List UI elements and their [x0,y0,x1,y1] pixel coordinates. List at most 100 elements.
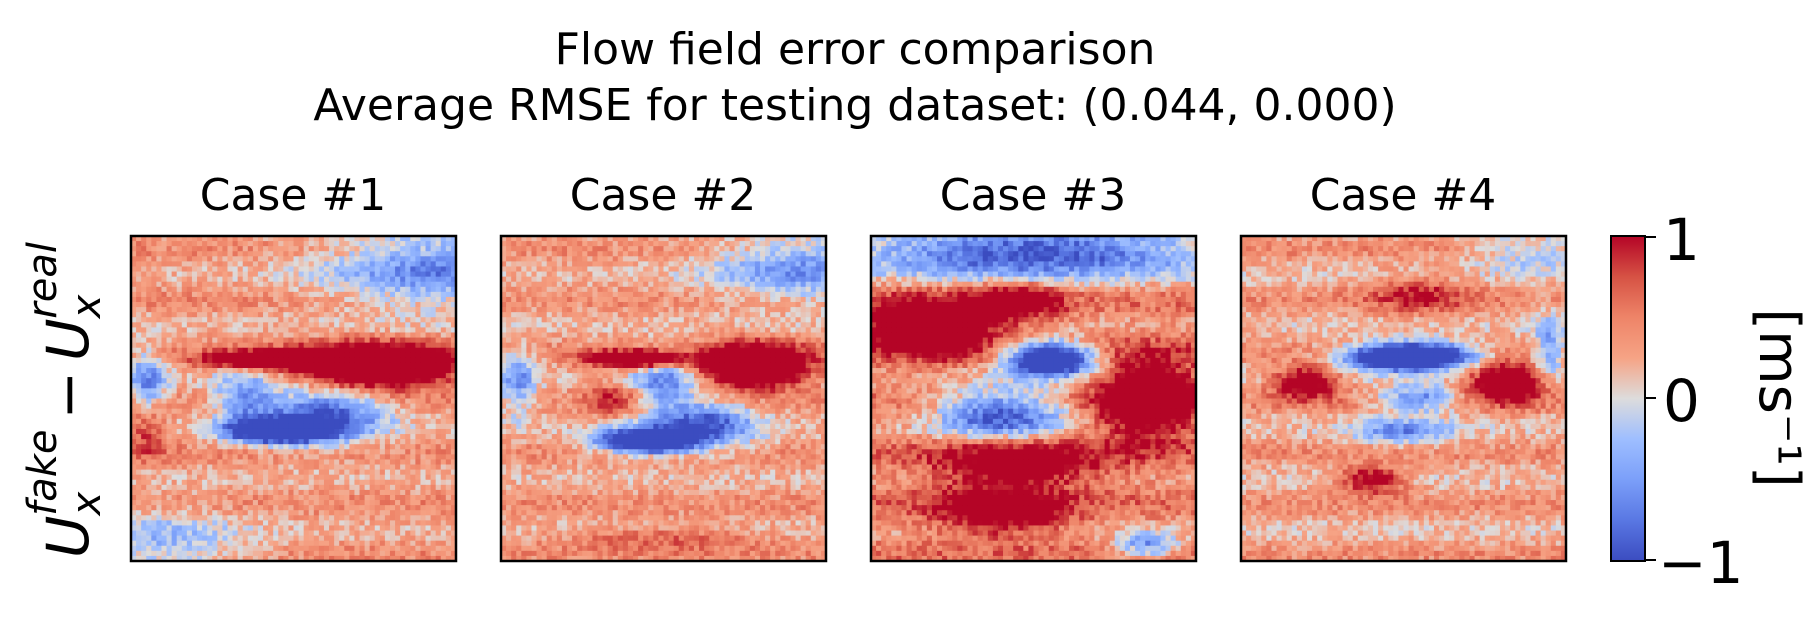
heatmap-cell [405,418,411,425]
heatmap-cell [648,251,654,257]
heatmap-cell [181,281,188,288]
heatmap-cell [252,474,259,481]
heatmap-cell [222,408,228,415]
heatmap-cell [339,236,345,242]
heatmap-cell [293,307,299,313]
heatmap-cell [688,281,695,288]
heatmap-cell [252,418,259,425]
heatmap-cell [440,307,447,313]
heatmap-cell [323,342,330,349]
heatmap-cell [166,281,173,288]
heatmap-cell [278,393,284,399]
heatmap-cell [131,540,137,547]
heatmap-cell [176,444,183,450]
heatmap-cell [374,256,381,262]
heatmap-cell [156,246,162,252]
heatmap-cell [795,256,802,262]
heatmap-cell [759,302,766,308]
heatmap-cell [359,362,365,369]
heatmap-cell [765,241,771,247]
heatmap-cell [186,256,193,262]
heatmap-cell [450,271,457,278]
heatmap-cell [273,362,279,369]
heatmap-cell [313,327,320,333]
heatmap-cell [298,296,305,303]
heatmap-cell [379,246,386,252]
heatmap-cell [288,500,294,506]
heatmap-cell [795,276,802,283]
heatmap-cell [349,535,355,542]
heatmap-cell [313,444,320,450]
heatmap-cell [257,408,264,415]
heatmap-cell [415,555,421,562]
heatmap-cell [186,403,193,410]
heatmap-cell [359,271,365,278]
heatmap-cell [237,286,244,293]
heatmap-cell [379,428,386,435]
heatmap-cell [303,342,310,349]
heatmap-cell [369,317,376,323]
heatmap-cell [526,251,532,257]
heatmap-cell [420,271,426,278]
heatmap-cell [430,489,437,496]
heatmap-cell [400,500,406,506]
heatmap-cell [364,291,371,298]
heatmap-cell [415,535,421,542]
heatmap-cell [197,449,203,455]
heatmap-cell [288,312,294,318]
heatmap-cell [400,307,406,313]
heatmap-cell [744,291,751,298]
heatmap-cell [577,251,583,257]
heatmap-cell [293,469,299,476]
heatmap-cell [237,342,244,349]
heatmap-cell [171,286,178,293]
heatmap-cell [440,403,447,410]
heatmap-cell [217,444,223,450]
heatmap-cell [445,494,452,501]
heatmap-cell [820,261,827,267]
heatmap-cell [770,271,776,278]
heatmap-cell [237,413,244,420]
heatmap-cell [400,545,406,552]
heatmap-cell [308,327,315,333]
heatmap-cell [278,418,284,425]
heatmap-cell [242,555,249,562]
heatmap-cell [815,256,822,262]
heatmap-cell [161,428,167,435]
heatmap-cell [521,256,527,262]
heatmap-cell [521,281,527,288]
heatmap-cell [293,236,299,242]
heatmap-cell [308,520,315,526]
heatmap-cell [171,342,178,349]
heatmap-cell [323,296,330,303]
heatmap-cell [303,403,310,410]
heatmap-cell [450,383,457,389]
heatmap-cell [364,271,371,278]
heatmap-cell [400,439,406,445]
heatmap-cell [704,271,710,278]
heatmap-cell [516,241,522,247]
heatmap-cell [400,550,406,557]
heatmap-cell [334,439,340,445]
heatmap-cell [293,540,299,547]
heatmap-cell [303,459,310,465]
heatmap-cell [582,276,588,283]
heatmap-cell [344,474,350,481]
heatmap-cell [136,439,142,445]
heatmap-cell [541,271,548,278]
heatmap-cell [389,403,396,410]
heatmap-cell [303,246,310,252]
heatmap-cell [709,261,715,267]
heatmap-cell [440,479,447,486]
heatmap-cell [339,357,345,364]
heatmap-cell [278,459,284,465]
heatmap-cell [526,236,532,242]
heatmap-cell [344,525,350,531]
heatmap-cell [252,555,259,562]
heatmap-cell [252,520,259,526]
heatmap-cell [668,261,675,267]
heatmap-cell [617,266,624,272]
heatmap-cell [191,281,198,288]
heatmap-cell [161,510,167,516]
heatmap-cell [181,368,188,374]
